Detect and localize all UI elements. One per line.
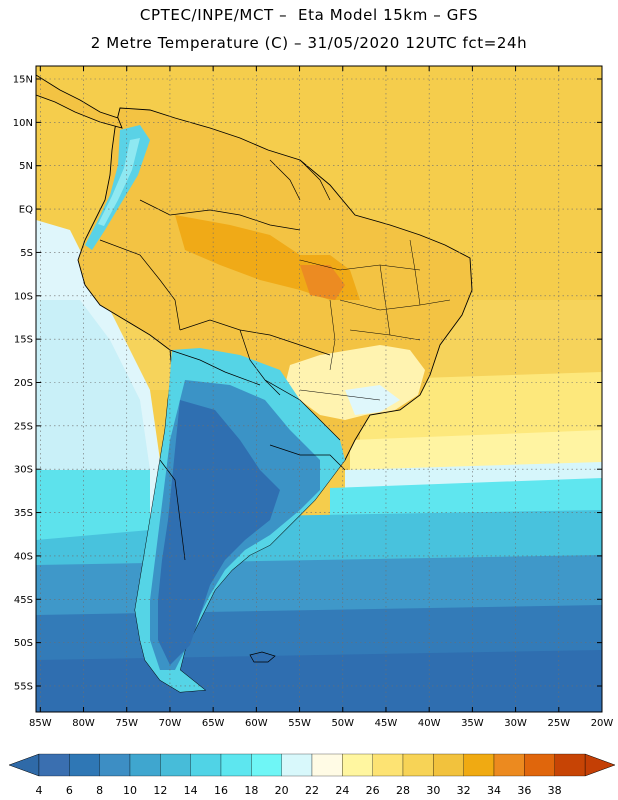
colorbar-label: 24 <box>335 784 349 797</box>
colorbar-swatch <box>524 753 555 777</box>
colorbar-swatch <box>99 753 131 777</box>
colorbar-label: 6 <box>66 784 73 797</box>
lon-label: 55W <box>288 718 311 729</box>
lat-label: 45S <box>14 595 33 606</box>
lon-label: 75W <box>115 718 138 729</box>
pacific-cold-zone <box>36 470 150 540</box>
colorbar-label: 4 <box>36 784 43 797</box>
hotspot <box>300 265 345 300</box>
colorbar-swatch <box>281 753 313 777</box>
ocean-band-4 <box>36 650 602 712</box>
lon-label: 40W <box>418 718 441 729</box>
colorbar-swatch <box>402 753 434 777</box>
andes-coldest <box>158 400 280 665</box>
colorbar-label: 22 <box>305 784 319 797</box>
lat-label: 5N <box>19 161 33 172</box>
lat-label: 35S <box>14 508 33 519</box>
colorbar: 4 6 8 10 12 14 16 18 20 22 24 26 28 30 32 34 36 38 <box>8 753 616 797</box>
colorbar-swatch <box>342 753 373 777</box>
state-borders <box>299 239 451 401</box>
colorbar-label: 12 <box>153 784 167 797</box>
map-field <box>36 66 602 712</box>
northern-andes-strip <box>98 138 140 226</box>
colorbar-swatch <box>69 753 100 777</box>
colorbar-swatch <box>311 753 343 777</box>
longitude-axis: 85W 80W 75W 70W 65W 60W 55W 50W 45W 40W 35W 30W 25W 2… <box>29 66 613 729</box>
colorbar-arrow-high <box>584 753 616 777</box>
lat-label: 30S <box>14 465 33 476</box>
colorbar-swatch <box>160 753 191 777</box>
colorbar-swatch <box>463 753 495 777</box>
lat-label: EQ <box>19 205 33 216</box>
colorbar-swatch <box>220 753 252 777</box>
pacific-cool-zone-inner <box>36 300 150 520</box>
colorbar-swatch <box>554 753 586 777</box>
central-america-land <box>36 74 123 129</box>
falkland-islands <box>249 651 276 663</box>
highlands-cool <box>345 385 400 415</box>
lat-label: 25S <box>14 421 33 432</box>
latitude-axis: 15N 10N 5N EQ 5S 10S 15S 20S 25S 30S 35S 40S 45S 50S 5… <box>13 75 602 692</box>
lon-label: 80W <box>72 718 95 729</box>
colorbar-swatch <box>433 753 464 777</box>
colorbar-label: 26 <box>366 784 380 797</box>
lon-label: 85W <box>29 718 52 729</box>
lat-label: 5S <box>20 248 33 259</box>
lon-label: 70W <box>159 718 182 729</box>
colorbar-swatch <box>129 753 161 777</box>
colorbar-swatch <box>493 753 525 777</box>
colorbar-label: 38 <box>548 784 562 797</box>
lat-label: 40S <box>14 551 33 562</box>
lat-label: 10S <box>14 291 33 302</box>
colorbar-label: 18 <box>244 784 258 797</box>
lat-label: 10N <box>13 118 33 129</box>
colorbar-label: 32 <box>457 784 471 797</box>
colorbar-label: 20 <box>275 784 289 797</box>
colorbar-label: 10 <box>123 784 137 797</box>
colorbar-label: 28 <box>396 784 410 797</box>
colorbar-swatch <box>38 753 70 777</box>
colorbar-label: 8 <box>96 784 103 797</box>
colorbar-label: 14 <box>184 784 198 797</box>
map-frame <box>35 65 603 713</box>
lon-label: 65W <box>202 718 225 729</box>
lon-label: 50W <box>331 718 354 729</box>
map-subtitle: 2 Metre Temperature (C) – 31/05/2020 12U… <box>90 34 528 52</box>
lat-label: 15S <box>14 335 33 346</box>
lon-label: 45W <box>375 718 398 729</box>
colorbar-label: 34 <box>487 784 501 797</box>
country-borders <box>99 159 346 561</box>
colorbar-label: 36 <box>517 784 531 797</box>
colorbar-label: 16 <box>214 784 228 797</box>
lon-label: 30W <box>504 718 527 729</box>
lon-label: 20W <box>591 718 614 729</box>
map-title: CPTEC/INPE/MCT – Eta Model 15km – GFS <box>139 6 479 24</box>
colorbar-swatch <box>251 753 282 777</box>
lon-label: 60W <box>245 718 268 729</box>
lon-label: 25W <box>547 718 570 729</box>
lon-label: 35W <box>461 718 484 729</box>
colorbar-swatch <box>372 753 404 777</box>
lat-label: 20S <box>14 378 33 389</box>
colorbar-swatch <box>190 753 222 777</box>
lat-label: 15N <box>13 75 33 86</box>
colorbar-label: 30 <box>426 784 440 797</box>
colorbar-arrow-low <box>8 753 40 777</box>
lat-label: 55S <box>14 681 33 692</box>
lat-label: 50S <box>14 638 33 649</box>
